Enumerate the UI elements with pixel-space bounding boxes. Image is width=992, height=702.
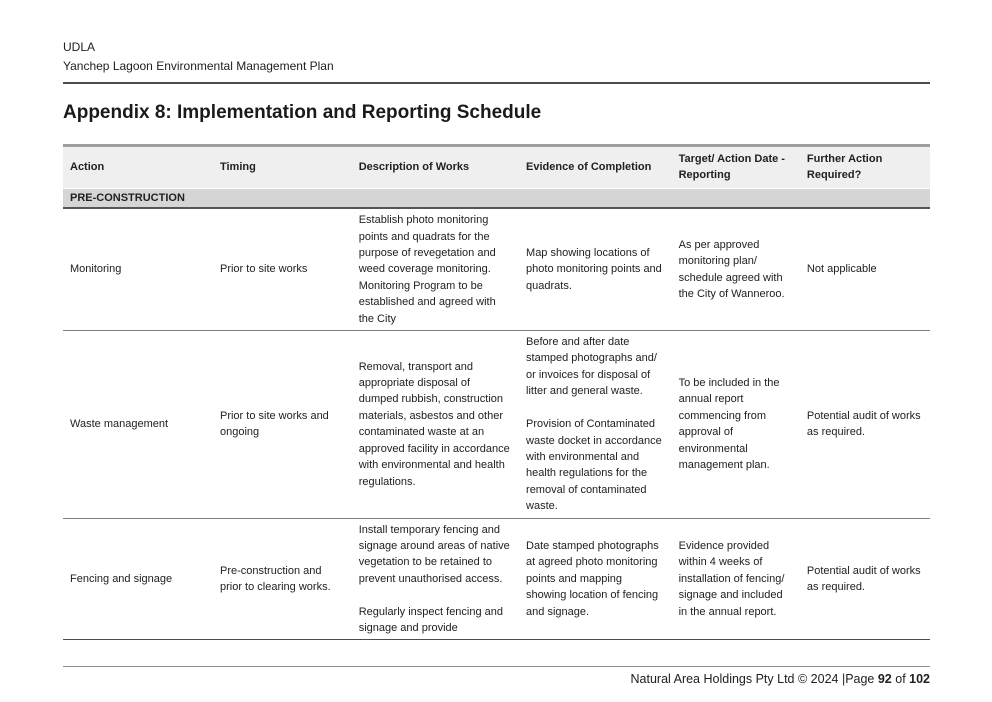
document-header: UDLA Yanchep Lagoon Environmental Manage… [63, 38, 930, 84]
footer-total-pages: 102 [909, 672, 930, 687]
page-title: Appendix 8: Implementation and Reporting… [63, 102, 542, 123]
cell-further-action: Potential audit of works as required. [799, 518, 930, 641]
table-row: Monitoring Prior to site works Establish… [63, 208, 930, 332]
cell-description: Install temporary fencing and signage ar… [351, 518, 520, 641]
column-header-timing: Timing [212, 145, 352, 189]
table-header-row: Action Timing Description of Works Evide… [63, 145, 930, 189]
cell-evidence: Map showing locations of photo monitorin… [519, 208, 672, 332]
cell-target: Evidence provided within 4 weeks of inst… [671, 518, 800, 641]
cell-evidence: Before and after date stamped photograph… [519, 330, 672, 519]
cell-evidence: Date stamped photographs at agreed photo… [519, 518, 672, 641]
footer-of-text: of [891, 672, 910, 687]
table-row: Fencing and signage Pre-construction and… [63, 518, 930, 641]
cell-action: Waste management [63, 330, 213, 519]
cell-further-action: Not applicable [799, 208, 930, 332]
column-header-description: Description of Works [351, 145, 520, 189]
cell-timing: Prior to site works and ongoing [212, 330, 352, 519]
org-name: UDLA [63, 40, 96, 54]
schedule-table: Action Timing Description of Works Evide… [63, 144, 930, 641]
column-header-evidence: Evidence of Completion [519, 145, 672, 189]
column-header-further-action: Further Action Required? [799, 145, 930, 189]
cell-action: Monitoring [63, 208, 213, 332]
section-label: PRE-CONSTRUCTION [63, 188, 930, 210]
cell-target: As per approved monitoring plan/ schedul… [671, 208, 800, 332]
doc-title: Yanchep Lagoon Environmental Management … [63, 59, 334, 73]
footer-page-number: 92 [877, 672, 892, 687]
table-row: Waste management Prior to site works and… [63, 330, 930, 519]
footer-text: Natural Area Holdings Pty Ltd © 2024 |Pa… [630, 672, 878, 687]
cell-description: Removal, transport and appropriate dispo… [351, 330, 520, 519]
document-footer: Natural Area Holdings Pty Ltd © 2024 |Pa… [63, 666, 930, 689]
cell-timing: Prior to site works [212, 208, 352, 332]
cell-further-action: Potential audit of works as required. [799, 330, 930, 519]
column-header-target: Target/ Action Date - Reporting [671, 145, 800, 189]
cell-target: To be included in the annual report comm… [671, 330, 800, 519]
cell-description: Establish photo monitoring points and qu… [351, 208, 520, 332]
cell-timing: Pre-construction and prior to clearing w… [212, 518, 352, 641]
column-header-action: Action [63, 145, 213, 189]
section-row: PRE-CONSTRUCTION [63, 188, 930, 210]
cell-action: Fencing and signage [63, 518, 213, 641]
